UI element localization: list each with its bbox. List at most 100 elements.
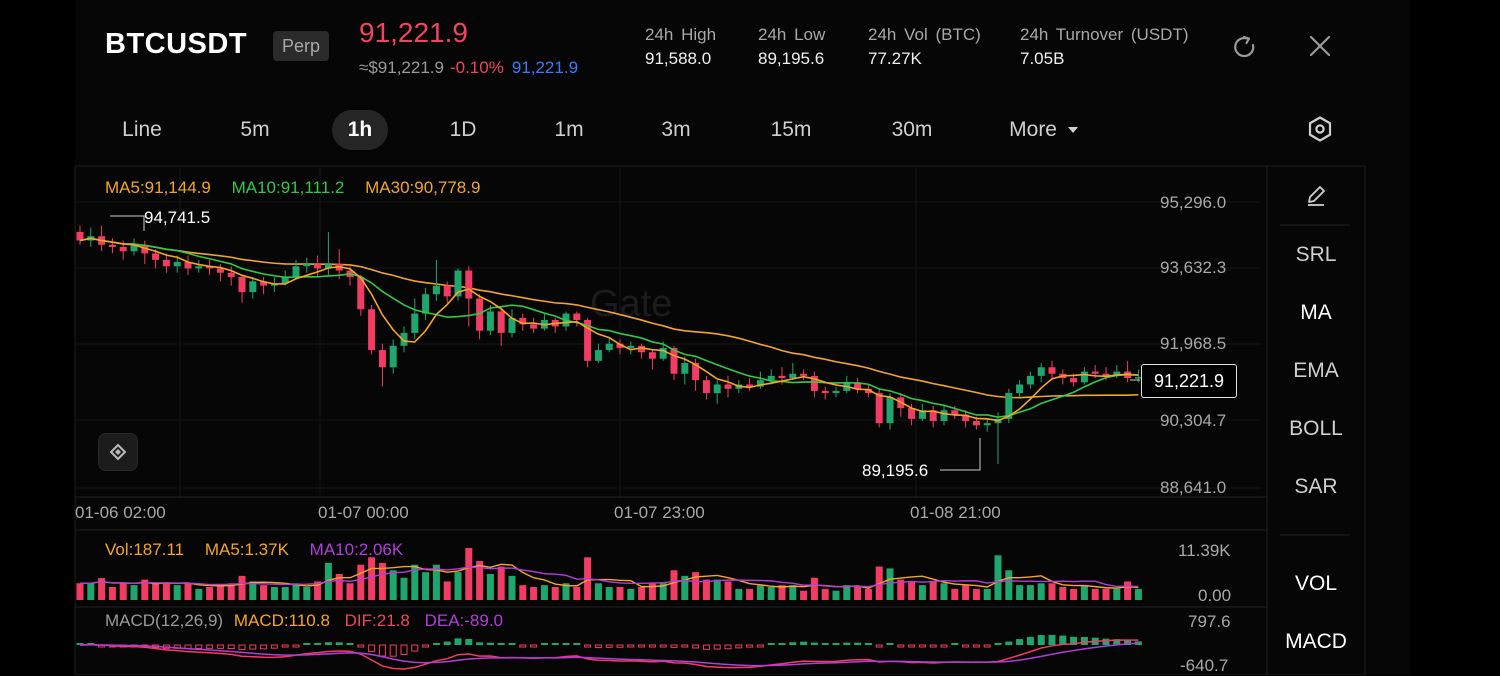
macd-bar (681, 644, 689, 648)
macd-bar (519, 644, 527, 648)
macd-bar (713, 644, 721, 650)
volume-bar (465, 548, 473, 600)
volume-bar (508, 575, 516, 600)
volume-bar (594, 583, 602, 600)
symbol-name[interactable]: BTCUSDT (105, 28, 248, 60)
macd-legend: MACD(12,26,9) MACD:110.8 DIF:21.8 DEA:-8… (105, 611, 519, 631)
candle-body (378, 350, 386, 368)
chart-settings-icon[interactable] (1306, 115, 1334, 143)
candle-body (206, 266, 214, 269)
candle-body (476, 298, 484, 331)
candle-body (746, 384, 754, 387)
candle-body (1016, 384, 1024, 394)
volume-bar (1037, 583, 1045, 600)
indicator-vol[interactable]: VOL (1294, 572, 1338, 595)
candle-body (929, 410, 937, 422)
candle-body (1005, 393, 1013, 419)
macd-bar (1059, 635, 1067, 645)
macd-bar (551, 643, 559, 645)
ma-legend: MA5:91,144.9 MA10:91,111.2 MA30:90,778.9 (105, 178, 496, 198)
indicator-srl[interactable]: SRL (1295, 243, 1337, 266)
volume-bar (497, 566, 505, 600)
volume-legend: Vol:187.11 MA5:1.37K MA10:2.06K (105, 540, 419, 560)
tab-1d[interactable]: 1D (449, 118, 477, 141)
macd-bar (465, 638, 473, 645)
volume-bar (1102, 588, 1110, 600)
tab-1h[interactable]: 1h (332, 110, 388, 150)
candle-body (962, 414, 970, 422)
indicator-sar[interactable]: SAR (1294, 475, 1338, 498)
stat-volume-value: 77.27K (868, 49, 922, 68)
tab-line[interactable]: Line (122, 118, 162, 141)
macd-bar (864, 642, 872, 645)
candle-body (314, 264, 322, 269)
candle-body (875, 393, 883, 424)
candle-body (616, 343, 624, 348)
app-window (75, 0, 1410, 675)
candles (76, 225, 1142, 465)
candle-body (1113, 371, 1121, 376)
candle-body (260, 281, 268, 286)
candle-body (400, 332, 408, 346)
draw-pencil-icon[interactable] (1303, 182, 1329, 208)
volume-bar (432, 564, 440, 600)
macd-bar (692, 644, 700, 649)
candle-body (443, 285, 451, 297)
volume-bar (1134, 588, 1142, 600)
macd-bar (378, 644, 386, 657)
refresh-icon[interactable] (1231, 33, 1259, 61)
volume-bar (476, 561, 484, 600)
y-tick-label: 95,296.0 (1160, 193, 1227, 212)
candle-body (756, 380, 764, 387)
macd-bar (659, 644, 667, 648)
candle-body (432, 285, 440, 295)
chart-tool-button[interactable] (98, 433, 138, 471)
price-change: -0.10% (449, 58, 504, 77)
macd-bar (789, 642, 797, 645)
macd-bar (908, 644, 916, 648)
macd-bar (432, 643, 440, 645)
macd-bar (1080, 636, 1088, 645)
tab-5m[interactable]: 5m (240, 118, 270, 141)
indicator-ema[interactable]: EMA (1293, 359, 1339, 382)
x-tick-label: 01-07 23:00 (614, 503, 705, 522)
candle-body (918, 410, 926, 419)
last-price: 91,221.9 (359, 17, 468, 48)
macd-bar (962, 644, 970, 648)
tab-1m[interactable]: 1m (554, 118, 584, 141)
volume-bar (789, 585, 797, 600)
volume-bar (486, 574, 494, 600)
more-label: More (1009, 118, 1057, 141)
indicator-ma[interactable]: MA (1300, 301, 1332, 324)
indicator-macd[interactable]: MACD (1285, 630, 1347, 653)
macd-bar (778, 643, 786, 645)
close-icon[interactable] (1307, 33, 1333, 59)
indicator-boll[interactable]: BOLL (1289, 417, 1343, 440)
tab-3m[interactable]: 3m (661, 118, 691, 141)
macd-bar (238, 644, 246, 651)
volume-bar (238, 575, 246, 600)
macd-bar (1113, 639, 1121, 645)
macd-bar (411, 644, 419, 652)
tab-15m[interactable]: 15m (770, 118, 812, 141)
candle-body (486, 311, 494, 331)
macd-bar (281, 644, 289, 648)
volume-bar (1080, 585, 1088, 600)
volume-bar (616, 587, 624, 600)
volume-bar (346, 583, 354, 600)
index-price: ≈$91,221.9 (359, 58, 444, 77)
candle-body (1048, 367, 1056, 374)
candle-body (76, 231, 84, 241)
volume-bar (141, 579, 149, 600)
macd-bar (616, 644, 624, 648)
ma30-legend: MA30:90,778.9 (365, 178, 481, 197)
candle-body (605, 343, 613, 351)
macd-bar (584, 644, 592, 648)
macd-bar (897, 644, 905, 648)
more-intervals-button[interactable]: More (998, 110, 1090, 150)
tab-30m[interactable]: 30m (891, 118, 933, 141)
volume-bar (540, 585, 548, 600)
candle-body (594, 350, 602, 361)
candle-body (983, 423, 991, 426)
